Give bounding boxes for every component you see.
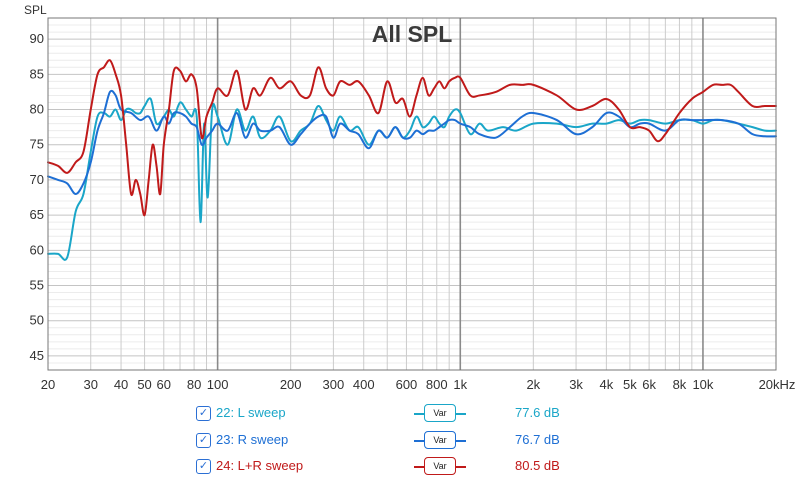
y-axis-label: SPL xyxy=(24,3,47,17)
x-tick-labels: 20 30 40 50 60 80 100 200 300 400 600 800 1k 2k 3k 4k 5k… xyxy=(41,377,796,392)
y-tick-label: 80 xyxy=(30,102,44,117)
y-tick-label: 65 xyxy=(30,207,44,222)
x-tick-label: 1k xyxy=(453,377,467,392)
y-tick-label: 90 xyxy=(30,31,44,46)
var-box: Var xyxy=(424,431,456,449)
line-style-swatch[interactable]: Var xyxy=(414,431,466,449)
line-style-swatch[interactable]: Var xyxy=(414,404,466,422)
x-tick-label: 80 xyxy=(187,377,201,392)
legend-item-r-sweep[interactable]: ✓ 23: R sweep Var 76.7 dB xyxy=(196,431,576,451)
x-tick-label: 300 xyxy=(323,377,345,392)
x-tick-label: 5k xyxy=(623,377,637,392)
x-tick-label: 30 xyxy=(83,377,97,392)
x-tick-label: 40 xyxy=(114,377,128,392)
plot-frame xyxy=(47,17,777,371)
var-box: Var xyxy=(424,457,456,475)
series-lines xyxy=(47,59,777,261)
y-tick-label: 50 xyxy=(30,313,44,328)
x-tick-label: 20 xyxy=(41,377,55,392)
x-tick-label: 200 xyxy=(280,377,302,392)
x-tick-label: 8k xyxy=(673,377,687,392)
y-tick-label: 45 xyxy=(30,348,44,363)
x-tick-label: 4k xyxy=(600,377,614,392)
x-tick-label: 50 xyxy=(137,377,151,392)
y-tick-labels: 45 50 55 60 65 70 75 80 85 90 xyxy=(30,31,44,363)
legend-label: 22: L sweep xyxy=(216,405,286,420)
x-tick-label: 600 xyxy=(396,377,418,392)
series-line-lr-sweep xyxy=(47,59,777,217)
x-tick-label: 800 xyxy=(426,377,448,392)
y-tick-label: 60 xyxy=(30,242,44,257)
x-tick-label: 2k xyxy=(526,377,540,392)
legend-value: 77.6 dB xyxy=(515,405,560,420)
spl-chart: 45 50 55 60 65 70 75 80 85 90 20 30 40 50 60 80 100 200 3… xyxy=(24,3,796,392)
x-tick-label: 6k xyxy=(642,377,656,392)
checkbox-checked-icon[interactable]: ✓ xyxy=(196,406,211,421)
y-tick-label: 75 xyxy=(30,137,44,152)
legend-item-lr-sweep[interactable]: ✓ 24: L+R sweep Var 80.5 dB xyxy=(196,457,576,477)
y-tick-label: 85 xyxy=(30,66,44,81)
legend-value: 76.7 dB xyxy=(515,432,560,447)
legend-value: 80.5 dB xyxy=(515,458,560,473)
legend-label: 24: L+R sweep xyxy=(216,458,304,473)
checkbox-checked-icon[interactable]: ✓ xyxy=(196,459,211,474)
line-style-swatch[interactable]: Var xyxy=(414,457,466,475)
var-box: Var xyxy=(424,404,456,422)
x-tick-label: 100 xyxy=(207,377,229,392)
y-tick-label: 55 xyxy=(30,278,44,293)
legend-label: 23: R sweep xyxy=(216,432,289,447)
legend-item-l-sweep[interactable]: ✓ 22: L sweep Var 77.6 dB xyxy=(196,404,576,424)
x-tick-label: 3k xyxy=(569,377,583,392)
x-tick-label: 60 xyxy=(157,377,171,392)
x-tick-label: 400 xyxy=(353,377,375,392)
y-tick-label: 70 xyxy=(30,172,44,187)
x-tick-label: 20kHz xyxy=(759,377,796,392)
series-line-r-sweep xyxy=(47,89,777,195)
x-tick-label: 10k xyxy=(692,377,713,392)
checkbox-checked-icon[interactable]: ✓ xyxy=(196,433,211,448)
chart-title: All SPL xyxy=(372,21,453,47)
